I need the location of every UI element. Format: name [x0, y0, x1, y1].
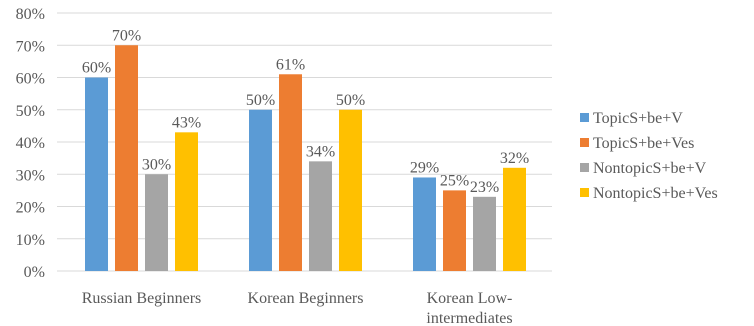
grid-lines	[57, 12, 552, 272]
bar	[85, 77, 108, 271]
bar	[473, 196, 496, 271]
bar	[309, 161, 332, 271]
y-tick-label: 0%	[24, 264, 45, 281]
data-label: 34%	[306, 143, 335, 160]
legend: TopicS+be+V TopicS+be+Ves NontopicS+be+V No…	[580, 110, 718, 202]
bar	[443, 190, 466, 271]
bar	[175, 132, 198, 271]
data-label: 50%	[246, 92, 275, 109]
data-label: 43%	[172, 114, 201, 131]
x-axis-categories: Russian Beginners Korean Beginners Korean …	[82, 290, 513, 326]
data-label: 60%	[82, 60, 111, 77]
bars	[85, 45, 526, 272]
bar	[115, 45, 138, 271]
bar	[339, 109, 362, 271]
data-label: 61%	[276, 56, 305, 73]
x-category-label: Korean Low-intermediates	[426, 290, 512, 326]
legend-swatch	[580, 113, 589, 122]
data-label: 32%	[500, 150, 529, 167]
y-axis-ticks: 0% 10% 20% 30% 40% 50% 60% 70% 80%	[16, 6, 45, 281]
y-tick-label: 30%	[16, 167, 45, 184]
legend-swatch	[580, 138, 589, 147]
bar	[279, 74, 302, 272]
bar	[249, 109, 272, 271]
data-label: 50%	[336, 92, 365, 109]
data-label: 70%	[112, 27, 141, 44]
bar	[413, 177, 436, 271]
y-tick-label: 80%	[16, 6, 45, 23]
legend-label: NontopicS+be+V	[593, 160, 707, 177]
legend-swatch	[580, 163, 589, 172]
y-tick-label: 60%	[16, 71, 45, 88]
data-label: 25%	[440, 172, 469, 189]
y-tick-label: 50%	[16, 103, 45, 120]
legend-label: NontopicS+be+Ves	[593, 185, 718, 202]
data-label: 23%	[470, 179, 499, 196]
x-category-label: Korean Beginners	[248, 290, 364, 307]
legend-label: TopicS+be+V	[593, 110, 683, 127]
bar	[503, 167, 526, 271]
x-category-label: Russian Beginners	[82, 290, 202, 307]
y-tick-label: 20%	[16, 200, 45, 217]
legend-swatch	[580, 188, 589, 197]
data-label: 29%	[410, 159, 439, 176]
data-label: 30%	[142, 156, 171, 173]
y-tick-label: 10%	[16, 232, 45, 249]
y-tick-label: 70%	[16, 38, 45, 55]
bar	[145, 174, 168, 271]
legend-label: TopicS+be+Ves	[593, 135, 694, 152]
data-labels: 60% 50% 29% 70% 61% 25% 30% 34% 23% 43% 50% 32%	[82, 27, 529, 196]
y-tick-label: 40%	[16, 135, 45, 152]
